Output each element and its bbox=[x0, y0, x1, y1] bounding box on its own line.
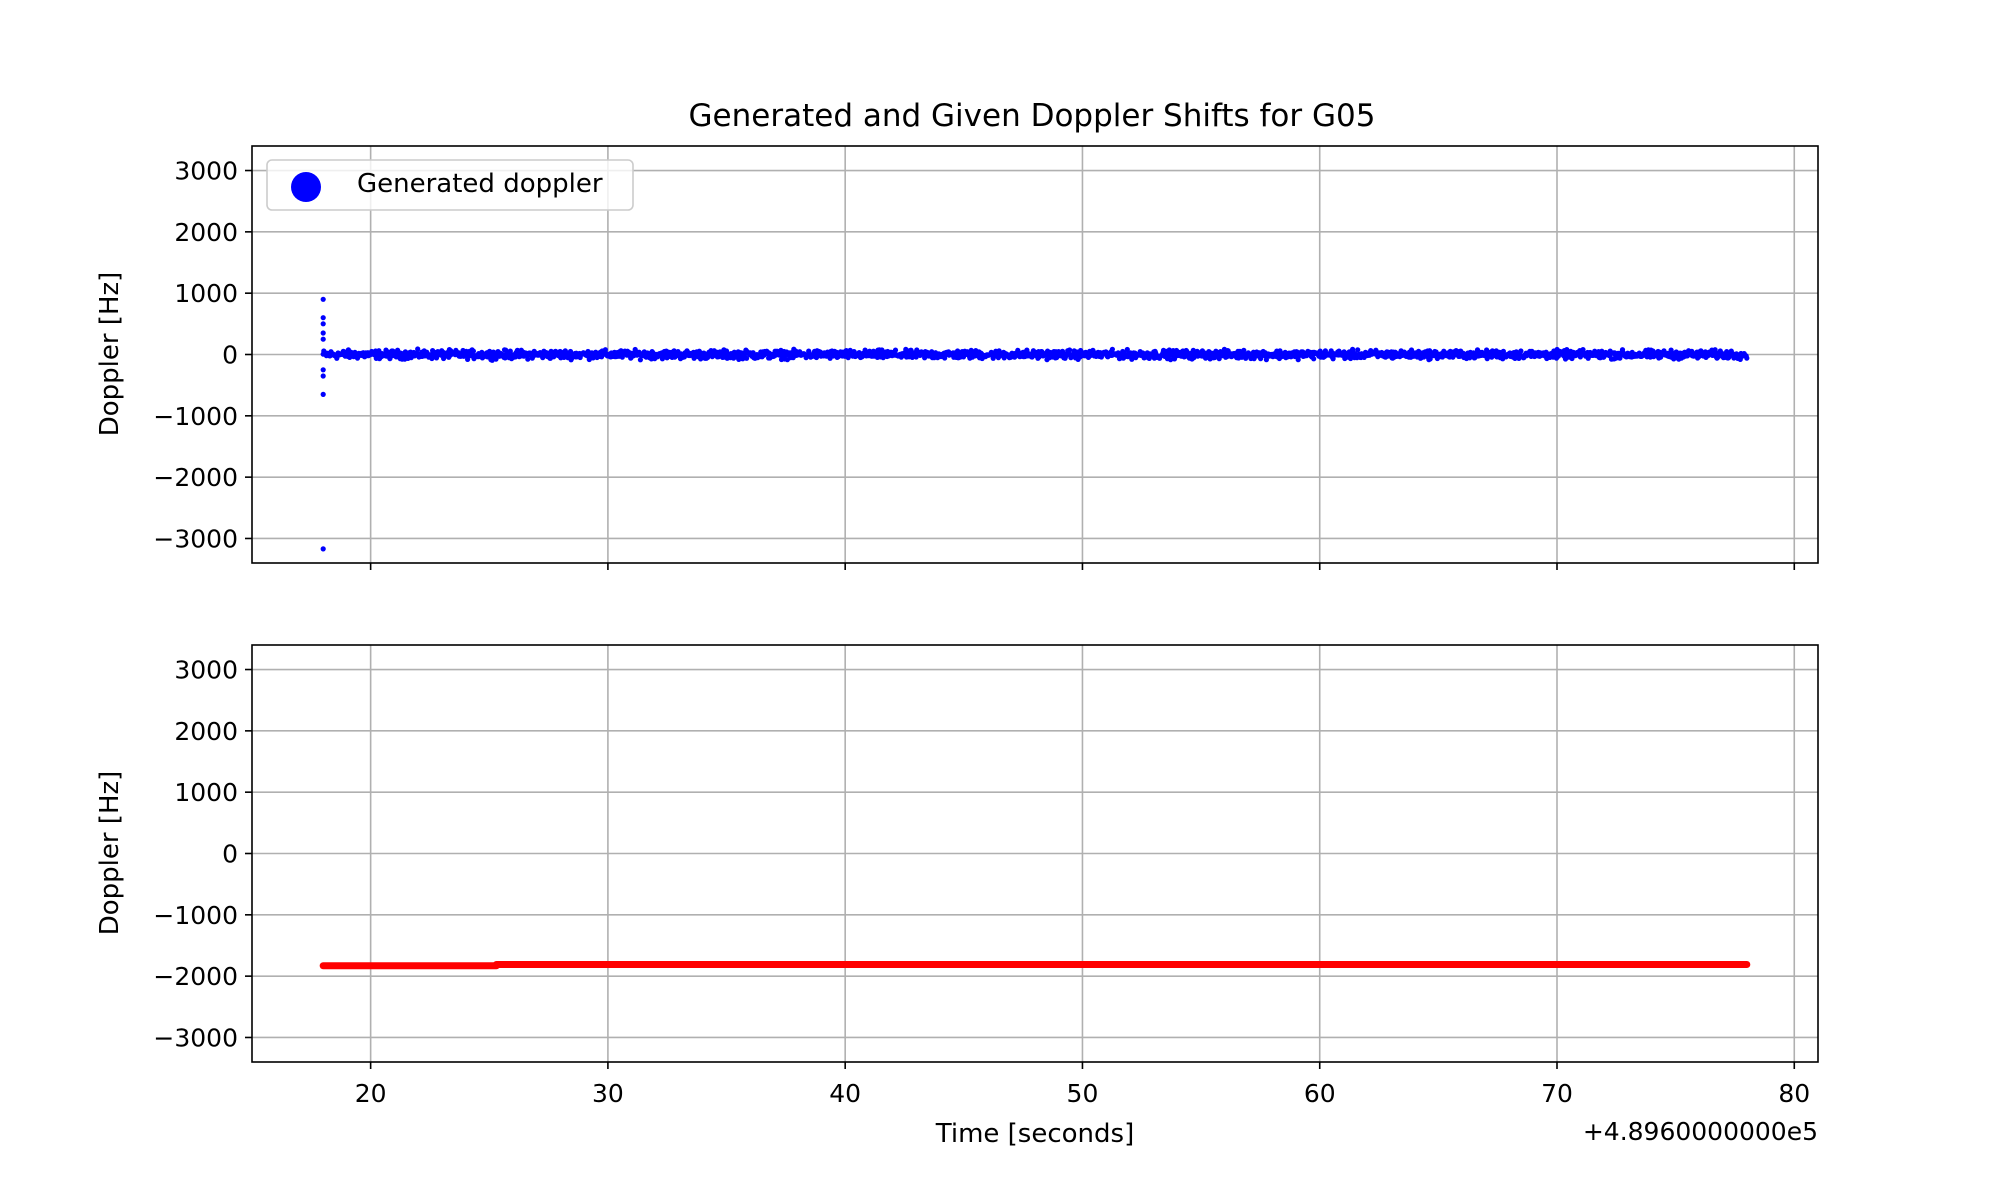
top-y-axis-label: Doppler [Hz] bbox=[95, 272, 125, 437]
bottom-gridlines bbox=[252, 645, 1818, 1062]
legend-box bbox=[266, 159, 634, 211]
generated-doppler-point bbox=[1054, 354, 1060, 361]
top-y-tick-label: 2000 bbox=[174, 218, 238, 247]
x-tick-label: 20 bbox=[355, 1079, 387, 1108]
generated-doppler-point bbox=[1241, 347, 1247, 353]
generated-doppler-point bbox=[637, 357, 644, 363]
generated-doppler-point bbox=[415, 346, 421, 352]
generated-doppler-point bbox=[1067, 347, 1073, 353]
x-tick-label: 60 bbox=[1304, 1079, 1336, 1108]
generated-doppler-outlier bbox=[320, 367, 326, 373]
generated-doppler-point bbox=[1124, 346, 1130, 353]
bottom-y-tick-label: 2000 bbox=[174, 717, 238, 746]
top-axis-ticks: 3000 2000 1000 0 −1000 −2000 −3000 bbox=[153, 157, 1796, 570]
bottom-panel: 20 30 40 50 60 70 80 3000 2000 1000 0 −1000 −2000 −30… bbox=[95, 644, 1819, 1108]
x-tick-label: 30 bbox=[592, 1079, 624, 1108]
generated-doppler-point bbox=[1263, 357, 1269, 363]
generated-doppler-outlier bbox=[320, 315, 326, 321]
bottom-y-tick-label: −2000 bbox=[153, 962, 238, 991]
generated-doppler-point bbox=[1311, 356, 1317, 362]
bottom-axis-ticks: 20 30 40 50 60 70 80 3000 2000 1000 0 −1000 −2000 −30… bbox=[153, 656, 1810, 1108]
generated-doppler-point bbox=[1168, 357, 1174, 363]
generated-doppler-point bbox=[1744, 355, 1750, 361]
generated-doppler-outlier bbox=[320, 391, 326, 397]
x-tick-label: 50 bbox=[1067, 1079, 1099, 1108]
x-axis-label: Time [seconds] bbox=[935, 1119, 1134, 1149]
generated-doppler-point bbox=[892, 347, 899, 353]
generated-doppler-outlier bbox=[320, 296, 326, 302]
chart-title: Generated and Given Doppler Shifts for G… bbox=[689, 98, 1376, 134]
x-tick-label: 40 bbox=[829, 1079, 861, 1108]
generated-doppler-point bbox=[1109, 346, 1115, 352]
top-y-tick-label: −2000 bbox=[153, 463, 238, 492]
x-tick-label: 80 bbox=[1778, 1079, 1810, 1108]
legend-label: Generated doppler bbox=[357, 169, 603, 199]
generated-doppler-point bbox=[525, 356, 531, 362]
generated-doppler-outlier bbox=[320, 336, 326, 342]
bottom-y-tick-label: 0 bbox=[222, 840, 238, 869]
legend-marker bbox=[291, 172, 321, 202]
generated-doppler-point bbox=[845, 355, 851, 361]
bottom-y-tick-label: 3000 bbox=[174, 656, 238, 685]
generated-doppler-outlier bbox=[320, 546, 326, 552]
generated-doppler-point bbox=[507, 348, 513, 354]
generated-doppler-outlier bbox=[320, 373, 326, 379]
generated-doppler-point bbox=[1580, 347, 1586, 353]
bottom-y-tick-label: −1000 bbox=[153, 901, 238, 930]
top-y-tick-label: −1000 bbox=[153, 402, 238, 431]
bottom-y-axis-label: Doppler [Hz] bbox=[95, 771, 125, 936]
top-panel: 3000 2000 1000 0 −1000 −2000 −3000 Doppler [Hz… bbox=[95, 145, 1819, 570]
generated-doppler-point bbox=[1518, 348, 1524, 354]
x-offset-label: +4.8960000000e5 bbox=[1583, 1117, 1818, 1146]
top-y-tick-label: 0 bbox=[222, 341, 238, 370]
generated-doppler-point bbox=[744, 355, 750, 361]
generated-doppler-point bbox=[465, 356, 471, 362]
top-y-tick-label: −3000 bbox=[153, 524, 238, 553]
top-y-tick-label: 1000 bbox=[174, 279, 238, 308]
generated-doppler-series bbox=[320, 296, 1750, 552]
given-doppler-series bbox=[319, 960, 1751, 970]
top-y-tick-label: 3000 bbox=[174, 157, 238, 186]
generated-doppler-point bbox=[1355, 347, 1361, 353]
legend: Generated doppler bbox=[266, 159, 634, 211]
x-tick-label: 70 bbox=[1541, 1079, 1573, 1108]
generated-doppler-outlier bbox=[320, 321, 326, 327]
generated-doppler-outlier bbox=[320, 330, 326, 336]
bottom-y-tick-label: 1000 bbox=[174, 778, 238, 807]
generated-doppler-point bbox=[470, 348, 476, 354]
generated-doppler-point bbox=[1330, 356, 1336, 362]
bottom-y-tick-label: −3000 bbox=[153, 1023, 238, 1052]
